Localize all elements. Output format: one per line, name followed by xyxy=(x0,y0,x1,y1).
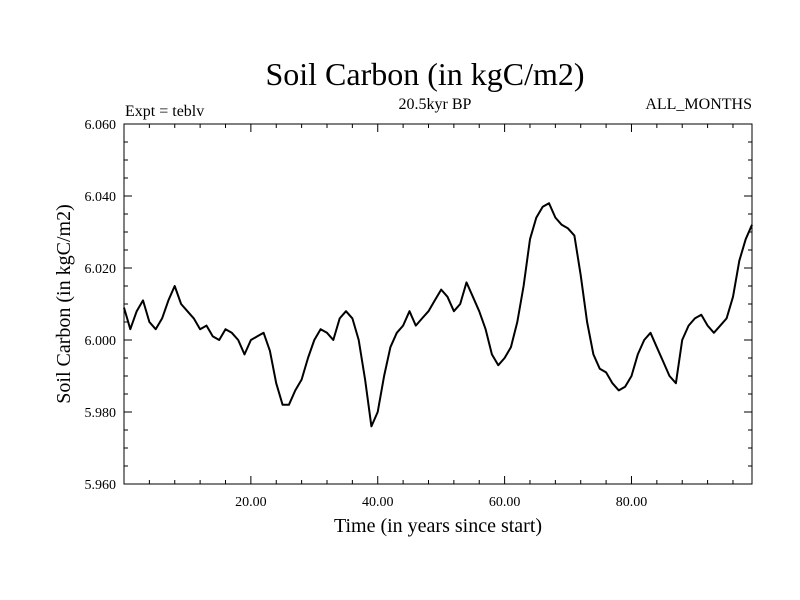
period-label: 20.5kyr BP xyxy=(399,96,472,113)
experiment-label: Expt = teblv xyxy=(125,103,204,120)
x-tick-label: 40.00 xyxy=(362,495,394,510)
y-tick-label: 6.060 xyxy=(85,118,117,133)
y-tick-label: 5.980 xyxy=(85,406,117,421)
x-tick-label: 60.00 xyxy=(489,495,521,510)
x-axis-label: Time (in years since start) xyxy=(334,515,542,537)
tick-marks xyxy=(124,123,752,485)
chart-title: Soil Carbon (in kgC/m2) xyxy=(265,56,584,92)
plot-frame xyxy=(123,123,753,485)
y-tick-label: 6.020 xyxy=(85,262,117,277)
x-tick-labels: 20.00 40.00 60.00 80.00 xyxy=(235,495,647,510)
months-label: ALL_MONTHS xyxy=(645,96,752,113)
x-tick-label: 80.00 xyxy=(616,495,648,510)
x-tick-label: 20.00 xyxy=(235,495,267,510)
y-tick-label: 5.960 xyxy=(85,478,117,493)
y-axis-label: Soil Carbon (in kgC/m2) xyxy=(53,204,75,403)
y-tick-labels: 5.960 5.980 6.000 6.020 6.040 6.060 xyxy=(85,118,117,493)
y-tick-label: 6.000 xyxy=(85,334,117,349)
series-line-soil-carbon xyxy=(123,202,753,428)
y-tick-label: 6.040 xyxy=(85,190,117,205)
